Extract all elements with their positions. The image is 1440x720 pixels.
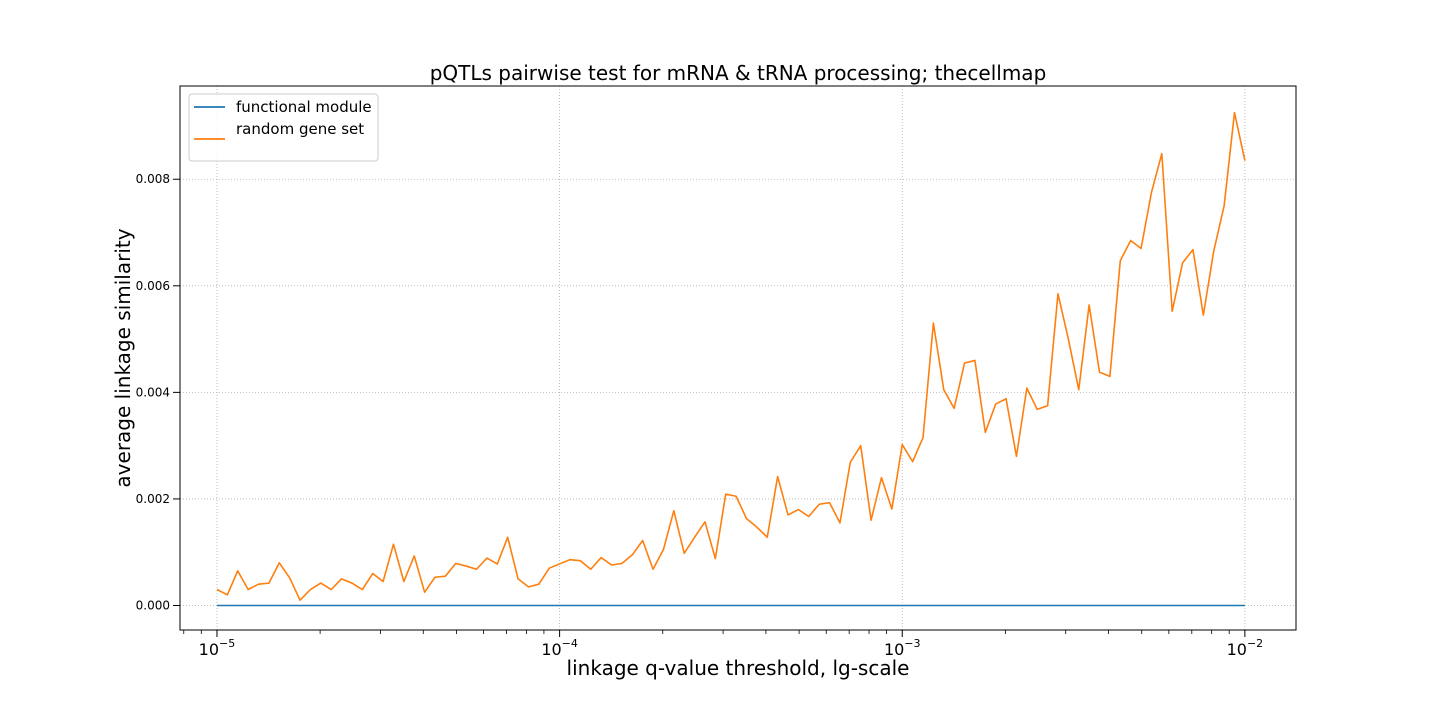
legend-label-functional-module: functional module — [236, 98, 372, 116]
y-axis-label: average linkage similarity — [111, 228, 135, 487]
x-tick-label: 10−2 — [1227, 637, 1264, 659]
y-tick-label: 0.000 — [136, 598, 170, 612]
x-tick-base: 10 — [1227, 640, 1247, 659]
x-tick-label: 10−3 — [884, 637, 921, 659]
x-tick-label: 10−4 — [541, 637, 578, 659]
x-tick-exponent: −5 — [219, 637, 235, 650]
y-tick-label: 0.004 — [136, 385, 170, 399]
x-tick-base: 10 — [541, 640, 561, 659]
x-axis-label: linkage q-value threshold, lg-scale — [567, 656, 910, 680]
chart-title: pQTLs pairwise test for mRNA & tRNA proc… — [430, 61, 1047, 85]
y-tick-label: 0.008 — [136, 172, 170, 186]
x-axis: 10−5 10−4 10−3 10−2 — [183, 630, 1264, 659]
y-tick-label: 0.006 — [136, 279, 170, 293]
x-tick-exponent: −3 — [904, 637, 920, 650]
x-tick-label: 10−5 — [199, 637, 236, 659]
legend-box — [188, 93, 379, 162]
y-tick-label: 0.002 — [136, 492, 170, 506]
x-tick-exponent: −4 — [562, 637, 578, 650]
y-axis: 0.000 0.002 0.004 0.006 0.008 — [136, 172, 180, 612]
series-layer — [216, 111, 1246, 607]
x-tick-base: 10 — [199, 640, 219, 659]
series-line-random-gene-set — [216, 111, 1246, 601]
x-tick-exponent: −2 — [1247, 637, 1263, 650]
plot-frame — [179, 85, 1297, 631]
legend: functional module random gene set — [188, 93, 379, 162]
x-tick-base: 10 — [884, 640, 904, 659]
legend-label-random-gene-set: random gene set — [236, 120, 364, 138]
